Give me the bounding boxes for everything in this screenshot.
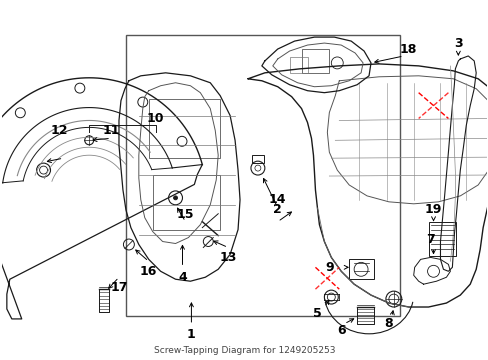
Text: 17: 17: [110, 281, 127, 294]
Text: 19: 19: [424, 203, 441, 216]
Text: 10: 10: [146, 112, 164, 125]
Bar: [148, 99, 220, 158]
Text: 15: 15: [176, 208, 194, 221]
Bar: [348, 260, 373, 279]
Text: 7: 7: [426, 233, 434, 246]
Bar: [289, 57, 307, 73]
Bar: [251, 155, 264, 163]
Circle shape: [173, 196, 177, 200]
Text: 9: 9: [325, 261, 333, 274]
Text: 12: 12: [51, 124, 68, 137]
Text: 5: 5: [312, 307, 321, 320]
Text: 6: 6: [336, 324, 345, 337]
Text: 18: 18: [399, 42, 417, 55]
Text: 1: 1: [186, 328, 195, 341]
Bar: [152, 175, 220, 230]
Text: 11: 11: [102, 124, 120, 137]
Text: 4: 4: [178, 271, 186, 284]
Text: 13: 13: [219, 251, 236, 264]
Text: 2: 2: [273, 203, 282, 216]
Bar: [427, 222, 455, 256]
Bar: [125, 35, 399, 316]
Text: Screw-Tapping Diagram for 1249205253: Screw-Tapping Diagram for 1249205253: [153, 346, 335, 355]
Text: 3: 3: [453, 37, 462, 50]
Bar: [301, 49, 328, 73]
Text: 16: 16: [140, 265, 157, 278]
Text: 14: 14: [268, 193, 286, 206]
Text: 8: 8: [384, 318, 392, 330]
